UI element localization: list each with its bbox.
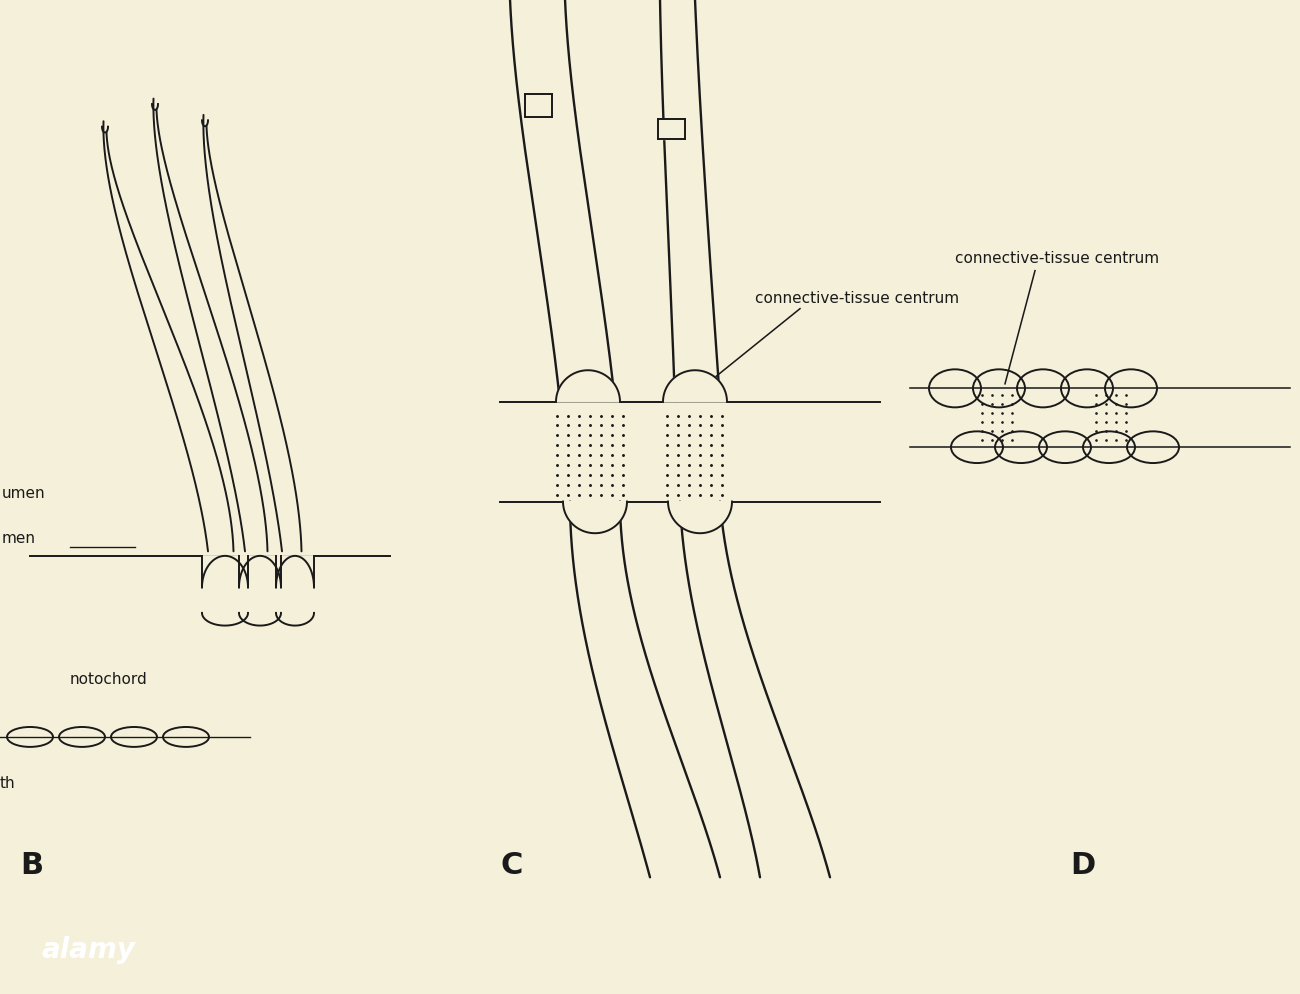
Text: B: B	[20, 850, 43, 879]
Polygon shape	[658, 120, 685, 140]
Polygon shape	[563, 502, 627, 534]
Text: th: th	[0, 775, 16, 790]
Polygon shape	[663, 371, 727, 403]
Text: connective-tissue centrum: connective-tissue centrum	[755, 291, 959, 306]
Text: alamy: alamy	[42, 935, 135, 963]
Text: connective-tissue centrum: connective-tissue centrum	[956, 250, 1160, 265]
Polygon shape	[239, 557, 281, 587]
Polygon shape	[525, 95, 552, 117]
Polygon shape	[556, 371, 620, 403]
Text: C: C	[500, 850, 523, 879]
Polygon shape	[202, 557, 248, 587]
Polygon shape	[668, 502, 732, 534]
Text: umen: umen	[3, 485, 46, 500]
Text: notochord: notochord	[70, 671, 148, 686]
Text: men: men	[3, 531, 36, 546]
Text: D: D	[1070, 850, 1095, 879]
Polygon shape	[276, 557, 315, 587]
